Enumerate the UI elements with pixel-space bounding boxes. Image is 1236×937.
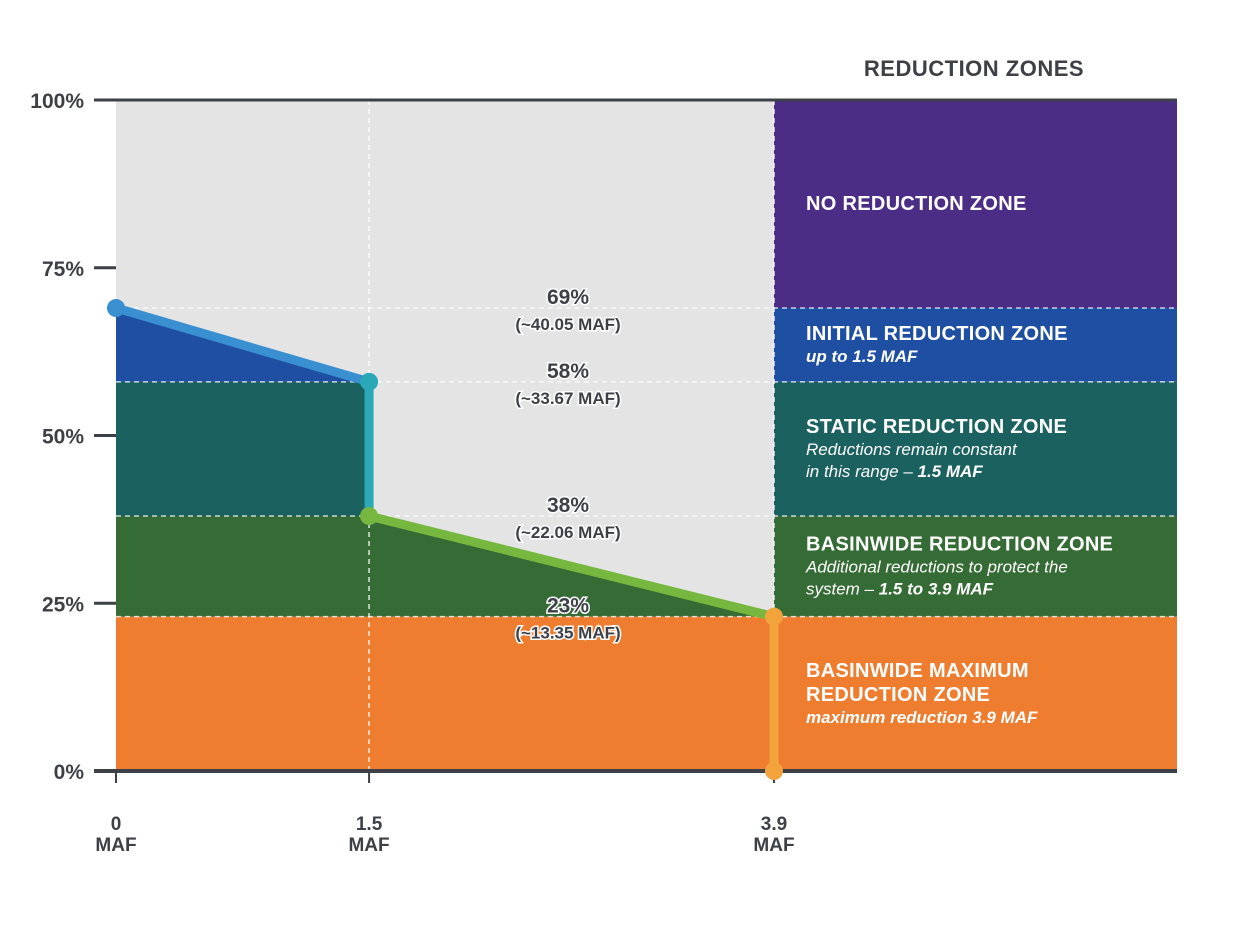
zone-description-part: Additional reductions to protect the xyxy=(805,557,1068,576)
zone-description-part: in this range – xyxy=(806,462,918,481)
x-tick-unit-label: MAF xyxy=(348,835,389,856)
y-tick-label: 25% xyxy=(42,593,84,616)
y-tick-label: 50% xyxy=(42,426,84,449)
zone-description-static-reduction: in this range – 1.5 MAF xyxy=(806,462,983,481)
annotation-maf: (~13.35 MAF) xyxy=(515,624,620,643)
zone-label-basinwide-reduction: BASINWIDE REDUCTION ZONE xyxy=(806,533,1113,555)
zone-label-no-reduction: NO REDUCTION ZONE xyxy=(806,193,1027,215)
annotation-percent: 23% xyxy=(547,595,589,618)
y-tick-label: 100% xyxy=(30,90,84,113)
zone-description-initial-reduction: up to 1.5 MAF xyxy=(806,347,918,366)
zone-label-basinwide-maximum: REDUCTION ZONE xyxy=(806,684,990,706)
zone-label-static-reduction: STATIC REDUCTION ZONE xyxy=(806,416,1067,438)
series-point xyxy=(107,299,125,318)
zone-description-part: system – xyxy=(806,579,879,598)
zone-description-part: 1.5 to 3.9 MAF xyxy=(879,579,994,598)
y-tick-label: 0% xyxy=(54,761,85,784)
y-tick-label: 75% xyxy=(42,258,84,281)
zone-label-initial-reduction: INITIAL REDUCTION ZONE xyxy=(806,323,1068,345)
area-basinwide-reduction xyxy=(116,516,774,617)
zone-band-no-reduction xyxy=(774,100,1177,309)
series-point xyxy=(360,507,379,526)
zone-band-basinwide-reduction xyxy=(774,516,1177,617)
x-tick-unit-label: MAF xyxy=(95,835,136,856)
annotation-maf: (~40.05 MAF) xyxy=(515,315,620,334)
zone-description-part: Reductions remain constant xyxy=(806,440,1018,459)
zone-description-static-reduction: Reductions remain constant xyxy=(806,440,1018,459)
annotation-percent: 69% xyxy=(547,286,589,309)
zone-label-basinwide-maximum: BASINWIDE MAXIMUM xyxy=(806,660,1029,682)
zone-band-basinwide-maximum xyxy=(774,616,1177,771)
annotation-maf: (~33.67 MAF) xyxy=(515,389,620,408)
chart-title: REDUCTION ZONES xyxy=(864,56,1084,81)
x-tick-label: 3.9 xyxy=(761,814,787,835)
zone-description-basinwide-reduction: system – 1.5 to 3.9 MAF xyxy=(806,579,994,598)
zone-description-part: up to 1.5 MAF xyxy=(806,347,918,366)
annotation-maf: (~22.06 MAF) xyxy=(515,523,620,542)
zone-band-initial-reduction xyxy=(774,308,1177,382)
annotation-percent: 58% xyxy=(547,360,589,383)
x-tick-label: 1.5 xyxy=(356,814,383,835)
zone-description-basinwide-reduction: Additional reductions to protect the xyxy=(805,557,1068,576)
series-point xyxy=(765,762,783,780)
zone-band-static-reduction xyxy=(774,381,1177,517)
x-tick-unit-label: MAF xyxy=(753,835,794,856)
series-line-segment xyxy=(111,303,374,387)
series-point xyxy=(360,372,379,391)
annotation-percent: 38% xyxy=(547,494,589,517)
area-static-reduction xyxy=(116,381,370,517)
zone-description-basinwide-maximum: maximum reduction 3.9 MAF xyxy=(806,708,1038,727)
series-point xyxy=(765,607,783,626)
series-line-segment xyxy=(364,511,779,622)
area-basinwide-maximum xyxy=(116,616,774,771)
zone-description-part: maximum reduction 3.9 MAF xyxy=(806,708,1038,727)
x-tick-label: 0 xyxy=(111,814,122,835)
zone-description-part: 1.5 MAF xyxy=(918,462,984,481)
